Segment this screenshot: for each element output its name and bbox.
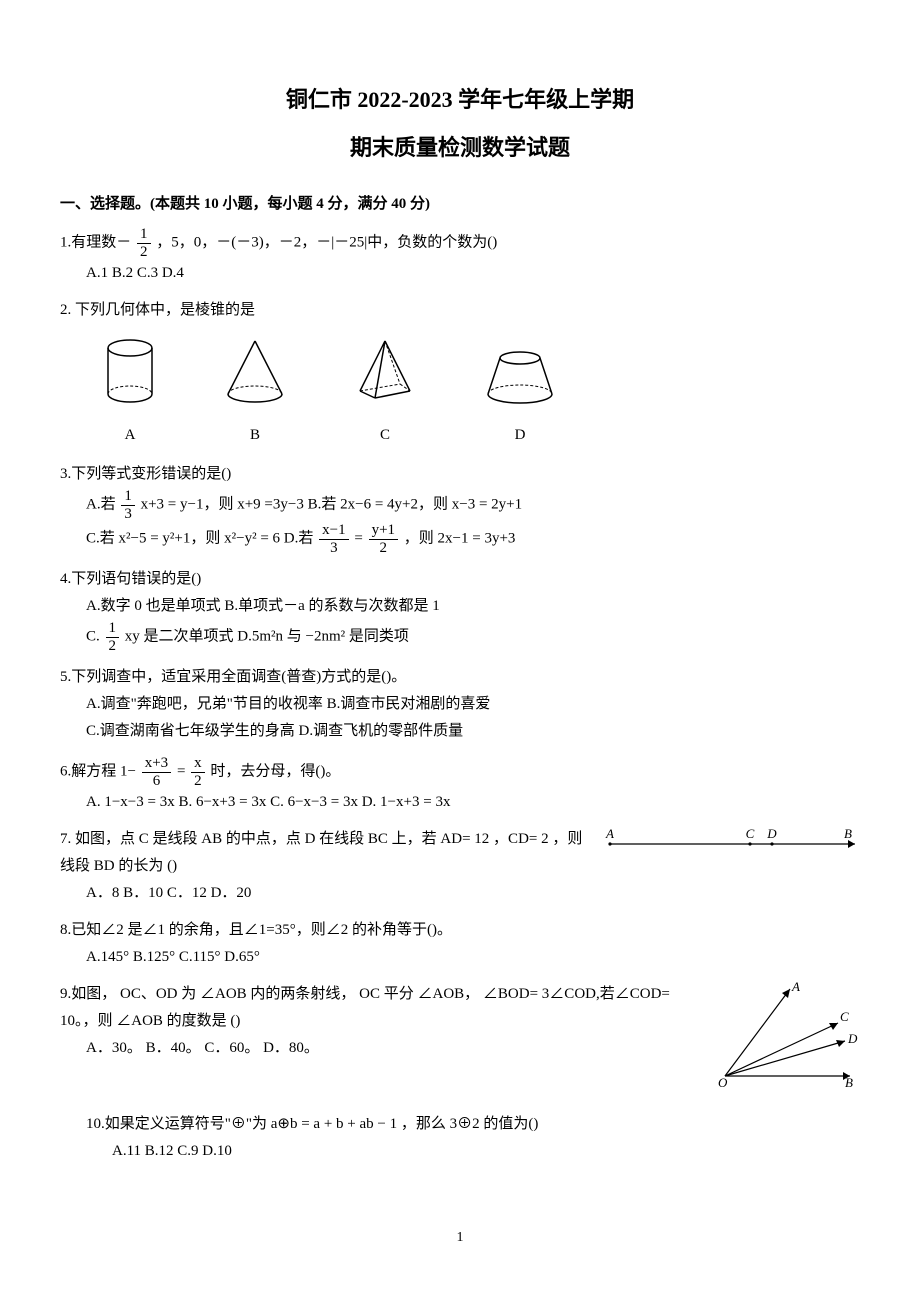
q5-stem: 5.下列调查中，适宜采用全面调查(普查)方式的是()。 (60, 664, 860, 691)
question-8: 8.已知∠2 是∠1 的余角，且∠1=35°，则∠2 的补角等于()。 A.14… (60, 917, 860, 971)
q10-options: A.11 B.12 C.9 D.10 (60, 1138, 860, 1165)
q6-options: A. 1−x−3 = 3x B. 6−x+3 = 3x C. 6−x−3 = 3… (60, 789, 860, 816)
question-4: 4.下列语句错误的是() A.数字 0 也是单项式 B.单项式－a 的系数与次数… (60, 566, 860, 654)
question-5: 5.下列调查中，适宜采用全面调查(普查)方式的是()。 A.调查"奔跑吧，兄弟"… (60, 664, 860, 745)
q6-post: 时，去分母，得()。 (210, 764, 340, 780)
cylinder-icon (100, 336, 160, 406)
q6-pre: 6.解方程 1− (60, 764, 136, 780)
q3-d-f1-num: x−1 (319, 522, 348, 540)
q2-stem: 2. 下列几何体中，是棱锥的是 (60, 297, 860, 324)
q10-stem: 10.如果定义运算符号"⊕"为 a⊕b = a + b + ab − 1 ，那么… (60, 1111, 860, 1138)
title-main: 铜仁市 2022-2023 学年七年级上学期 (60, 80, 860, 120)
question-7: A C D B 7. 如图，点 C 是线段 AB 的中点，点 D 在线段 BC … (60, 826, 860, 907)
q3-d-f2-den: 2 (369, 540, 398, 557)
q3-a-pre: A.若 (86, 497, 116, 513)
question-3: 3.下列等式变形错误的是() A.若 1 3 x+3 = y−1，则 x+9 =… (60, 461, 860, 556)
q3-d-f1: x−1 3 (319, 522, 348, 556)
q3-line-cd: C.若 x²−5 = y²+1，则 x²−y² = 6 D.若 x−1 3 = … (60, 522, 860, 556)
question-10: 10.如果定义运算符号"⊕"为 a⊕b = a + b + ab − 1 ，那么… (60, 1111, 860, 1165)
svg-text:B: B (845, 1075, 853, 1090)
svg-text:D: D (766, 826, 777, 841)
q3-d-f2: y+1 2 (369, 522, 398, 556)
q3-a-den: 3 (121, 506, 135, 523)
question-9: A C D O B 9.如图， OC、OD 为 ∠AOB 内的两条射线， OC … (60, 981, 860, 1101)
q3-d-tail: ，则 2x−1 = 3y+3 (404, 531, 516, 547)
shape-c-pyramid: C (350, 336, 420, 449)
q3-a-mid: x+3 = y−1，则 x+9 =3y−3 B.若 2x−6 = 4y+2，则 … (141, 497, 523, 513)
q7-figure: A C D B (600, 826, 860, 866)
shape-a-cylinder: A (100, 336, 160, 449)
q4-line2: C. 1 2 xy 是二次单项式 D.5m²n 与 −2nm² 是同类项 (60, 620, 860, 654)
svg-text:A: A (791, 981, 800, 994)
angle-rays-icon: A C D O B (710, 981, 860, 1091)
q5-line1: A.调查"奔跑吧，兄弟"节目的收视率 B.调查市民对湘剧的喜爱 (60, 691, 860, 718)
q6-f2-den: 2 (191, 773, 205, 790)
shape-b-label: B (220, 422, 290, 449)
q4-c-frac: 1 2 (106, 620, 120, 654)
svg-text:D: D (847, 1031, 858, 1046)
shape-c-label: C (350, 422, 420, 449)
q1-frac-num: 1 (137, 226, 151, 244)
shape-b-cone: B (220, 336, 290, 449)
line-segment-icon: A C D B (600, 826, 860, 856)
q3-a-num: 1 (121, 488, 135, 506)
q3-d-eq: = (354, 531, 362, 547)
svg-text:C: C (746, 826, 755, 841)
q4-c-pre: C. (86, 629, 100, 645)
q1-stem-pre: 1.有理数－ (60, 235, 131, 251)
q8-stem: 8.已知∠2 是∠1 的余角，且∠1=35°，则∠2 的补角等于()。 (60, 917, 860, 944)
section-header: 一、选择题。(本题共 10 小题，每小题 4 分，满分 40 分) (60, 191, 860, 218)
q4-c-den: 2 (106, 638, 120, 655)
q1-fraction: 1 2 (137, 226, 151, 260)
q6-f1: x+3 6 (142, 755, 171, 789)
q3-a-frac: 1 3 (121, 488, 135, 522)
q4-stem: 4.下列语句错误的是() (60, 566, 860, 593)
q6-f2: x 2 (191, 755, 205, 789)
shape-d-frustum: D (480, 346, 560, 449)
svg-text:A: A (605, 826, 614, 841)
q7-options: A．8 B．10 C．12 D．20 (60, 880, 860, 907)
q2-shapes: A B C (60, 336, 860, 449)
q4-c-post: xy 是二次单项式 D.5m²n 与 −2nm² 是同类项 (125, 629, 409, 645)
q6-f1-num: x+3 (142, 755, 171, 773)
q5-line2: C.调查湖南省七年级学生的身高 D.调查飞机的零部件质量 (60, 718, 860, 745)
page-number: 1 (60, 1225, 860, 1250)
q1-frac-den: 2 (137, 244, 151, 261)
q3-line-ab: A.若 1 3 x+3 = y−1，则 x+9 =3y−3 B.若 2x−6 =… (60, 488, 860, 522)
svg-text:C: C (840, 1009, 849, 1024)
q6-mid: = (177, 764, 189, 780)
pyramid-icon (350, 336, 420, 406)
shape-a-label: A (100, 422, 160, 449)
title-sub: 期末质量检测数学试题 (60, 128, 860, 168)
frustum-icon (480, 346, 560, 406)
cone-icon (220, 336, 290, 406)
q6-f1-den: 6 (142, 773, 171, 790)
q3-c: C.若 x²−5 = y²+1，则 x²−y² = 6 D.若 (86, 531, 313, 547)
q1-stem-post: ，5，0，－(－3)，－2，－|－25|中，负数的个数为() (156, 235, 497, 251)
q8-options: A.145° B.125° C.115° D.65° (60, 944, 860, 971)
q3-stem: 3.下列等式变形错误的是() (60, 461, 860, 488)
q9-figure: A C D O B (710, 981, 860, 1101)
q4-line1: A.数字 0 也是单项式 B.单项式－a 的系数与次数都是 1 (60, 593, 860, 620)
svg-text:O: O (718, 1075, 728, 1090)
question-6: 6.解方程 1− x+3 6 = x 2 时，去分母，得()。 A. 1−x−3… (60, 755, 860, 816)
q4-c-num: 1 (106, 620, 120, 638)
q3-d-f2-num: y+1 (369, 522, 398, 540)
svg-text:B: B (844, 826, 852, 841)
shape-d-label: D (480, 422, 560, 449)
question-1: 1.有理数－ 1 2 ，5，0，－(－3)，－2，－|－25|中，负数的个数为(… (60, 226, 860, 287)
q3-d-f1-den: 3 (319, 540, 348, 557)
q6-f2-num: x (191, 755, 205, 773)
question-2: 2. 下列几何体中，是棱锥的是 A B (60, 297, 860, 449)
q1-options: A.1 B.2 C.3 D.4 (60, 260, 860, 287)
